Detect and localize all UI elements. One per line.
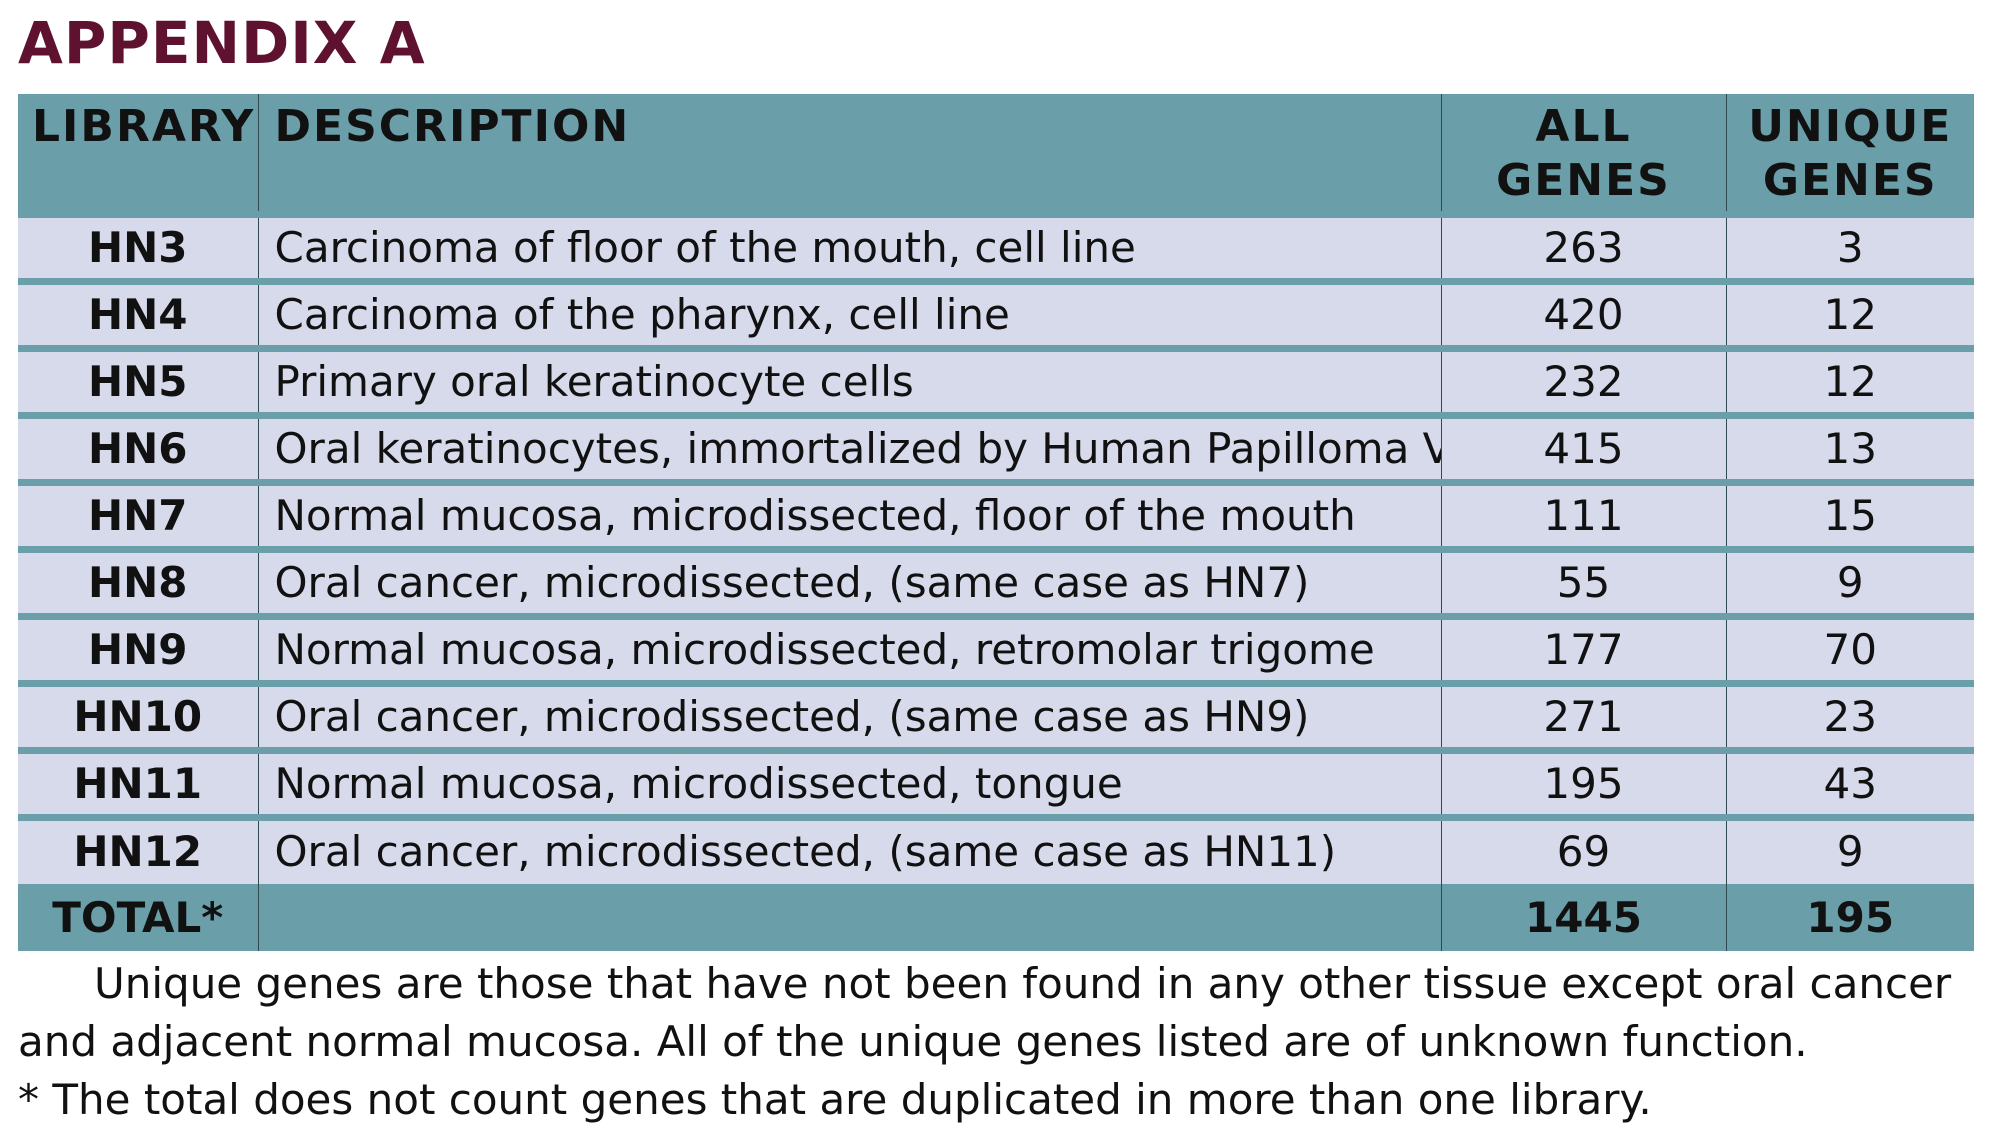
all-genes-cell: 177 [1440,612,1726,683]
description-cell: Normal mucosa, microdissected, floor of … [257,478,1441,549]
table-row: HN5 Primary oral keratinocyte cells 232 … [18,344,1974,415]
table-header-row: LIBRARY DESCRIPTION ALL GENES UNIQUE GEN… [18,94,1974,214]
library-cell: HN5 [18,344,258,415]
unique-genes-cell: 12 [1725,277,1974,348]
header-library: LIBRARY [18,94,258,214]
table-row: HN8 Oral cancer, microdissected, (same c… [18,545,1974,616]
unique-genes-cell: 43 [1725,746,1974,817]
description-cell: Carcinoma of the pharynx, cell line [257,277,1441,348]
library-cell: HN11 [18,746,258,817]
unique-genes-cell: 70 [1725,612,1974,683]
table-row: HN4 Carcinoma of the pharynx, cell line … [18,277,1974,348]
table-row: HN6 Oral keratinocytes, immortalized by … [18,411,1974,482]
unique-genes-cell: 3 [1725,210,1974,281]
total-footnote: * The total does not count genes that ar… [18,1075,1652,1124]
unique-genes-cell: 9 [1725,813,1974,884]
unique-genes-cell: 13 [1725,411,1974,482]
gene-library-table: LIBRARY DESCRIPTION ALL GENES UNIQUE GEN… [18,94,1974,951]
description-cell: Oral keratinocytes, immortalized by Huma… [257,411,1441,482]
description-cell: Oral cancer, microdissected, (same case … [257,813,1441,884]
library-cell: HN10 [18,679,258,750]
table-notes: Unique genes are those that have not bee… [18,955,1978,1129]
table-row: HN12 Oral cancer, microdissected, (same … [18,813,1974,884]
all-genes-cell: 415 [1440,411,1726,482]
description-cell: Normal mucosa, microdissected, tongue [257,746,1441,817]
total-unique-genes: 195 [1725,884,1974,951]
description-cell: Carcinoma of floor of the mouth, cell li… [257,210,1441,281]
description-cell: Normal mucosa, microdissected, retromola… [257,612,1441,683]
description-cell: Oral cancer, microdissected, (same case … [257,679,1441,750]
table-row: HN7 Normal mucosa, microdissected, floor… [18,478,1974,549]
library-cell: HN9 [18,612,258,683]
unique-genes-cell: 9 [1725,545,1974,616]
library-cell: HN12 [18,813,258,884]
header-unique-genes-line1: UNIQUE [1748,101,1953,152]
library-cell: HN8 [18,545,258,616]
table-row: HN9 Normal mucosa, microdissected, retro… [18,612,1974,683]
total-description [257,884,1441,951]
unique-genes-cell: 15 [1725,478,1974,549]
all-genes-cell: 420 [1440,277,1726,348]
description-cell: Oral cancer, microdissected, (same case … [257,545,1441,616]
header-all-genes: ALL GENES [1440,94,1726,214]
table-row: HN10 Oral cancer, microdissected, (same … [18,679,1974,750]
header-description: DESCRIPTION [257,94,1441,214]
unique-genes-definition: Unique genes are those that have not bee… [18,959,1952,1066]
table-row: HN11 Normal mucosa, microdissected, tong… [18,746,1974,817]
library-cell: HN3 [18,210,258,281]
all-genes-cell: 263 [1440,210,1726,281]
all-genes-cell: 55 [1440,545,1726,616]
all-genes-cell: 271 [1440,679,1726,750]
unique-genes-cell: 12 [1725,344,1974,415]
total-row: TOTAL* 1445 195 [18,884,1974,951]
total-label: TOTAL* [18,884,258,951]
all-genes-cell: 195 [1440,746,1726,817]
header-unique-genes-line2: GENES [1762,155,1938,206]
table-row: HN3 Carcinoma of floor of the mouth, cel… [18,210,1974,281]
all-genes-cell: 111 [1440,478,1726,549]
description-cell: Primary oral keratinocyte cells [257,344,1441,415]
all-genes-cell: 69 [1440,813,1726,884]
library-cell: HN6 [18,411,258,482]
total-all-genes: 1445 [1440,884,1726,951]
library-cell: HN7 [18,478,258,549]
all-genes-cell: 232 [1440,344,1726,415]
library-cell: HN4 [18,277,258,348]
unique-genes-cell: 23 [1725,679,1974,750]
header-unique-genes: UNIQUE GENES [1725,94,1974,214]
page-title: APPENDIX A [18,9,426,77]
